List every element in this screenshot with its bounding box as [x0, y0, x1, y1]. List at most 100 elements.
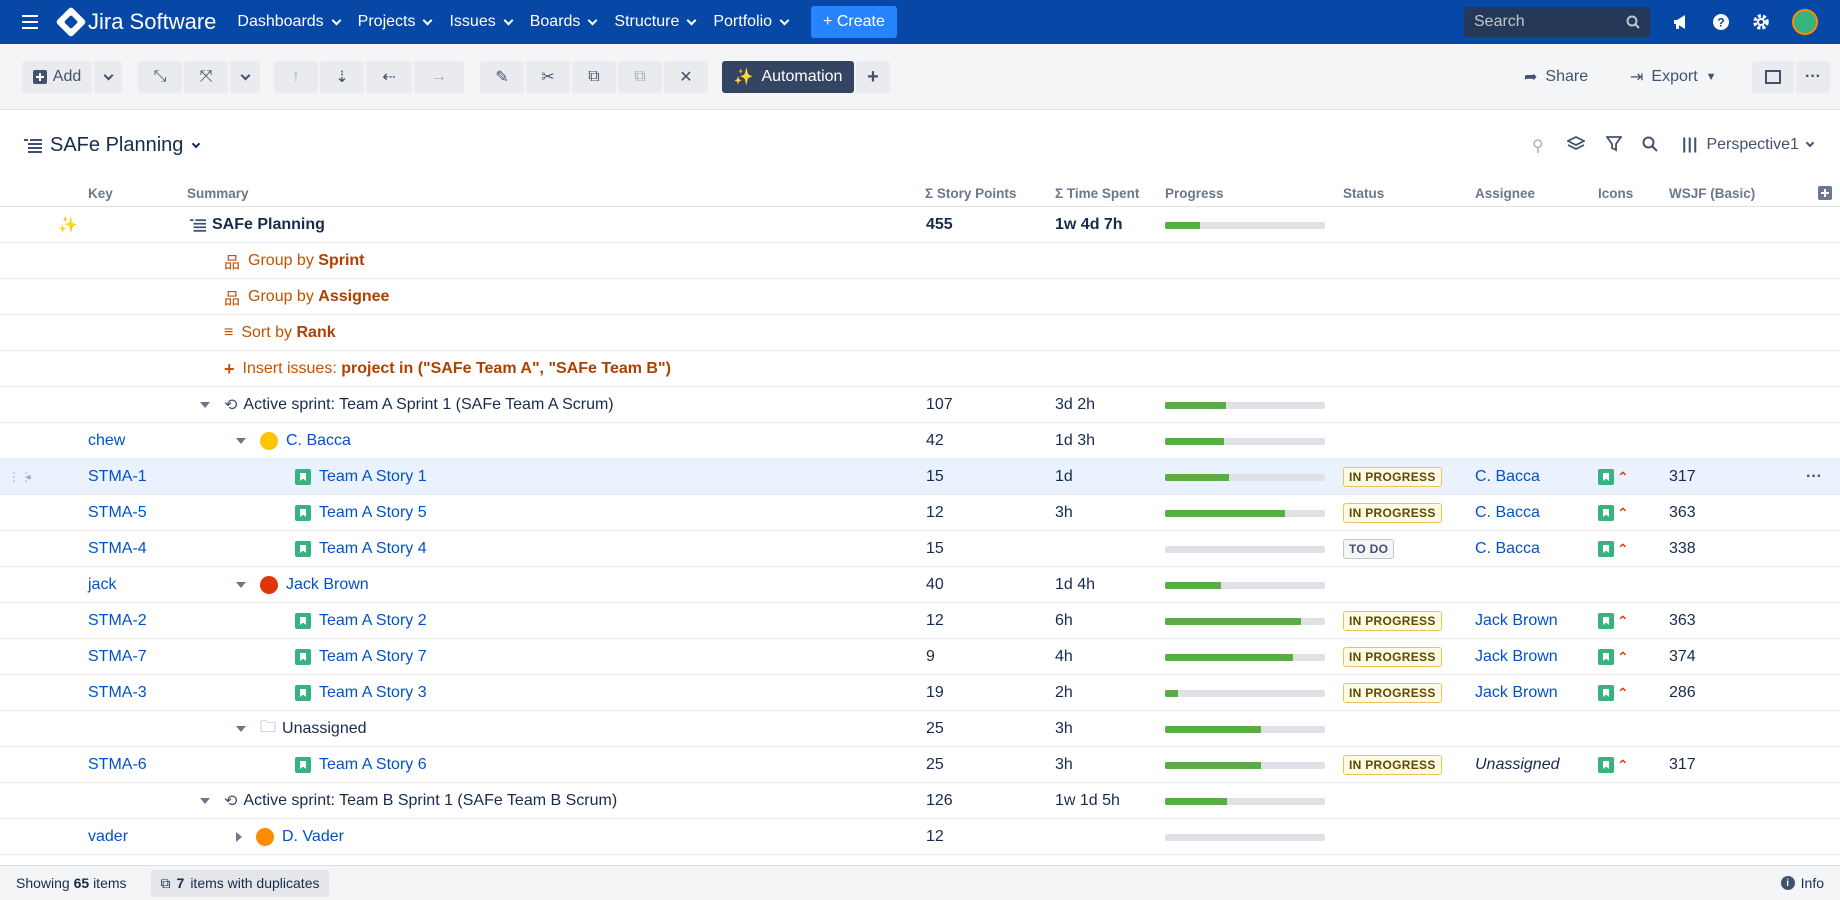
menu-icon[interactable] — [0, 15, 60, 29]
assignee[interactable]: C. Bacca — [1475, 504, 1540, 521]
megaphone-icon[interactable] — [1670, 11, 1692, 33]
move-up-button[interactable]: ↑ — [274, 61, 318, 93]
issue-title[interactable]: Team A Story 1 — [319, 468, 427, 485]
duplicates-button[interactable]: ⧉ 7 items with duplicates — [150, 869, 330, 897]
paste-button[interactable]: ⧉ — [618, 61, 662, 93]
assignee-group-row[interactable]: jack Jack Brown 40 1d 4h — [0, 567, 1840, 603]
expand-dropdown-button[interactable] — [230, 61, 260, 93]
column-header-story-points[interactable]: Σ Story Points — [925, 186, 1017, 201]
column-header-icons[interactable]: Icons — [1598, 186, 1634, 201]
issue-key[interactable]: STMA-1 — [88, 468, 147, 485]
add-column-icon[interactable] — [1818, 186, 1832, 206]
cut-button[interactable]: ✂ — [526, 61, 570, 93]
share-button[interactable]: ➦ Share — [1524, 61, 1588, 93]
move-down-button[interactable]: ⇣ — [320, 61, 364, 93]
generator-row[interactable]: + Insert issues: project in ("SAFe Team … — [0, 351, 1840, 387]
issue-key[interactable]: vader — [88, 828, 129, 845]
issue-key[interactable]: chew — [88, 432, 126, 449]
assignee-name[interactable]: C. Bacca — [286, 432, 351, 449]
chevron-down-icon[interactable] — [200, 798, 210, 804]
chevron-down-icon[interactable] — [236, 438, 246, 444]
pin-icon[interactable]: ⚲ — [1532, 138, 1544, 155]
gear-icon[interactable] — [1750, 11, 1772, 33]
assignee-group-row[interactable]: chew C. Bacca 42 1d 3h — [0, 423, 1840, 459]
indent-button[interactable]: → — [414, 61, 464, 93]
assignee-group-row[interactable]: vader D. Vader 12 — [0, 819, 1840, 855]
row-actions-icon[interactable]: ··· — [1806, 468, 1822, 485]
status-badge[interactable]: IN PROGRESS — [1343, 503, 1442, 523]
assignee[interactable]: C. Bacca — [1475, 468, 1540, 485]
nav-structure[interactable]: Structure — [605, 0, 704, 44]
chevron-down-icon[interactable] — [236, 726, 246, 732]
assignee[interactable]: Jack Brown — [1475, 648, 1558, 665]
issue-title[interactable]: Team A Story 5 — [319, 504, 427, 521]
export-button[interactable]: ⇥ Export ▼ — [1630, 61, 1717, 93]
expand-button[interactable]: ⤡ — [138, 61, 182, 93]
issue-key[interactable]: STMA-6 — [88, 756, 147, 773]
generator-row[interactable]: ≡ Sort by Rank — [0, 315, 1840, 351]
more-button[interactable]: ··· — [1796, 61, 1830, 93]
issue-row[interactable]: STMA-4 Team A Story 4 15 TO DO C. Bacca ⌃ 338 — [0, 531, 1840, 567]
automation-button[interactable]: ✨ Automation — [722, 61, 854, 93]
issue-title[interactable]: Team A Story 3 — [319, 684, 427, 701]
column-header-time-spent[interactable]: Σ Time Spent — [1055, 186, 1140, 201]
status-badge[interactable]: IN PROGRESS — [1343, 647, 1442, 667]
sprint-group-row[interactable]: ⟲ Active sprint: Team A Sprint 1 (SAFe Te… — [0, 387, 1840, 423]
generator-row[interactable]: 品 Group by Sprint — [0, 243, 1840, 279]
assignee-name[interactable]: Jack Brown — [286, 576, 369, 593]
collapse-button[interactable]: ⤧ — [184, 61, 228, 93]
add-dropdown-button[interactable] — [94, 61, 122, 93]
column-header-summary[interactable]: Summary — [187, 186, 249, 201]
nav-projects[interactable]: Projects — [349, 0, 441, 44]
issue-key[interactable]: STMA-2 — [88, 612, 147, 629]
table-row-root[interactable]: ✨ SAFe Planning 455 1w 4d 7h — [0, 207, 1840, 243]
jira-logo[interactable]: Jira Software — [55, 6, 216, 38]
issue-row[interactable]: STMA-5 Team A Story 5 12 3h IN PROGRESS C. Ba… — [0, 495, 1840, 531]
column-header-assignee[interactable]: Assignee — [1475, 186, 1536, 201]
user-avatar[interactable] — [1792, 9, 1818, 35]
sprint-group-row[interactable]: ⟲ Active sprint: Team B Sprint 1 (SAFe Te… — [0, 783, 1840, 819]
help-icon[interactable]: ? — [1710, 11, 1732, 33]
issue-key[interactable]: STMA-3 — [88, 684, 147, 701]
assignee[interactable]: Jack Brown — [1475, 684, 1558, 701]
outdent-button[interactable]: ⇠ — [366, 61, 412, 93]
issue-key[interactable]: STMA-5 — [88, 504, 147, 521]
column-header-wsjf[interactable]: WSJF (Basic) — [1669, 186, 1756, 201]
drag-handle-icon[interactable]: ⋮⋮ — [8, 470, 32, 484]
layers-icon[interactable] — [1567, 136, 1585, 152]
chevron-right-icon[interactable] — [236, 832, 242, 842]
structure-selector[interactable]: SAFe Planning — [24, 134, 201, 157]
info-button[interactable]: i Info — [1780, 875, 1824, 891]
nav-issues[interactable]: Issues — [440, 0, 520, 44]
search-input[interactable]: Search — [1464, 7, 1650, 37]
status-badge[interactable]: IN PROGRESS — [1343, 683, 1442, 703]
issue-key[interactable]: STMA-4 — [88, 540, 147, 557]
delete-button[interactable]: ✕ — [664, 61, 708, 93]
create-button[interactable]: + Create — [811, 6, 897, 38]
copy-button[interactable]: ⧉ — [572, 61, 616, 93]
filter-icon[interactable] — [1606, 136, 1622, 152]
issue-row[interactable]: STMA-2 Team A Story 2 12 6h IN PROGRESS Jack … — [0, 603, 1840, 639]
issue-title[interactable]: Team A Story 6 — [319, 756, 427, 773]
issue-key[interactable]: STMA-7 — [88, 648, 147, 665]
nav-portfolio[interactable]: Portfolio — [704, 0, 797, 44]
issue-title[interactable]: Team A Story 4 — [319, 540, 427, 557]
assignee-name[interactable]: D. Vader — [282, 828, 344, 845]
automation-wand-icon[interactable]: ✨ — [58, 217, 78, 234]
nav-dashboards[interactable]: Dashboards — [228, 0, 348, 44]
status-badge[interactable]: IN PROGRESS — [1343, 467, 1442, 487]
perspective-selector[interactable]: ||| Perspective1 — [1682, 136, 1815, 154]
issue-row[interactable]: STMA-7 Team A Story 7 9 4h IN PROGRESS Jack B… — [0, 639, 1840, 675]
issue-row[interactable]: ⋮⋮ ● ··· STMA-1 Team A Story 1 15 1d IN PROGRES… — [0, 459, 1840, 495]
folder-row[interactable]: 🗀 Unassigned 25 3h — [0, 711, 1840, 747]
panel-toggle-button[interactable] — [1752, 61, 1794, 93]
chevron-down-icon[interactable] — [200, 402, 210, 408]
column-header-status[interactable]: Status — [1343, 186, 1385, 201]
generator-row[interactable]: 品 Group by Assignee — [0, 279, 1840, 315]
status-badge[interactable]: IN PROGRESS — [1343, 755, 1442, 775]
issue-row[interactable]: STMA-3 Team A Story 3 19 2h IN PROGRESS Jack … — [0, 675, 1840, 711]
edit-button[interactable]: ✎ — [480, 61, 524, 93]
issue-row[interactable]: STMA-6 Team A Story 6 25 3h IN PROGRESS Unass… — [0, 747, 1840, 783]
issue-title[interactable]: Team A Story 7 — [319, 648, 427, 665]
issue-key[interactable]: jack — [88, 576, 117, 593]
